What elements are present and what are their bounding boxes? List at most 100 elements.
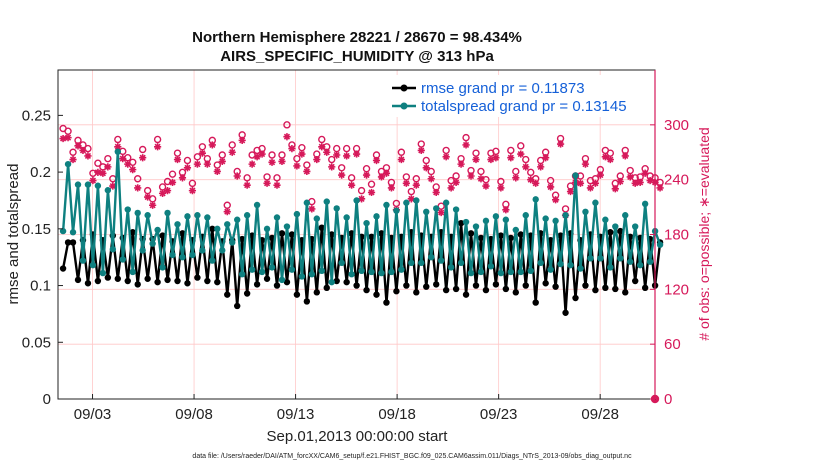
spread-point <box>612 223 619 230</box>
spread-point <box>79 257 87 264</box>
spread-point <box>328 278 335 286</box>
rmse-point <box>413 289 420 296</box>
obs-possible-point <box>94 159 102 167</box>
obs-evaluated-point <box>397 155 405 164</box>
obs-evaluated-point <box>124 160 132 168</box>
x-tick-label: 09/03 <box>74 406 112 423</box>
spread-point <box>99 269 107 277</box>
obs-evaluated-point <box>79 146 87 155</box>
obs-evaluated-point <box>168 178 177 187</box>
obs-evaluated-point <box>348 181 356 189</box>
spread-point <box>243 212 251 219</box>
spread-point <box>428 253 435 261</box>
spread-point <box>527 267 534 275</box>
obs-evaluated-point <box>243 181 251 189</box>
spread-point <box>184 213 191 220</box>
spread-point <box>303 199 311 206</box>
rmse-point <box>542 280 549 287</box>
obs-evaluated-point <box>527 176 535 184</box>
rmse-point <box>323 284 330 292</box>
obs-evaluated-point <box>114 143 122 151</box>
obs-evaluated-point <box>313 155 321 164</box>
obs-evaluated-point <box>248 160 256 168</box>
spread-point <box>627 258 634 265</box>
rmse-point <box>457 219 465 227</box>
obs-evaluated-point <box>606 155 614 164</box>
spread-point <box>433 205 440 212</box>
x-tick-label: 09/13 <box>277 406 315 423</box>
obs-evaluated-point <box>636 178 644 187</box>
spread-point <box>507 268 515 276</box>
spread-point <box>69 229 77 236</box>
rmse-point <box>64 239 72 246</box>
spread-point <box>129 268 136 276</box>
spread-point <box>159 264 166 271</box>
spread-point <box>248 266 256 273</box>
obs-possible-point <box>138 145 147 154</box>
spread-point <box>632 223 639 230</box>
obs-evaluated-point <box>268 158 276 166</box>
obs-evaluated-point <box>208 141 216 149</box>
obs-evaluated-point <box>238 136 246 144</box>
spread-point <box>398 266 405 273</box>
obs-evaluated-point <box>119 155 127 163</box>
rmse-point <box>243 290 251 297</box>
rmse-point <box>477 234 485 242</box>
obs-possible-point <box>243 174 251 182</box>
y-axis-ticks: 0 0.05 0.1 0.15 0.2 0.25 <box>22 107 63 408</box>
obs-possible-point <box>153 135 162 144</box>
spread-point <box>298 273 306 280</box>
spread-point <box>229 239 236 246</box>
obs-evaluated-point <box>134 184 142 192</box>
rmse-point <box>313 289 321 296</box>
rmse-point <box>293 291 301 298</box>
rmse-point <box>622 289 629 296</box>
obs-evaluated-point <box>278 157 286 165</box>
obs-possible-point <box>527 168 535 177</box>
spread-point <box>418 259 425 267</box>
obs-evaluated-point <box>566 187 575 196</box>
spread-point <box>139 247 146 254</box>
obs-possible-point <box>193 153 202 161</box>
spread-point <box>234 216 241 223</box>
obs-evaluated-point <box>362 171 371 179</box>
spread-point <box>348 271 355 278</box>
right-tick-label: 120 <box>664 281 689 298</box>
obs-possible-point <box>183 156 192 165</box>
spread-point <box>572 172 579 179</box>
obs-evaluated-point <box>492 154 500 162</box>
rmse-point <box>452 285 460 293</box>
obs-evaluated-point <box>154 143 162 151</box>
obs-evaluated-point <box>94 168 102 176</box>
obs-evaluated-point <box>173 155 182 164</box>
spread-point <box>338 259 345 267</box>
spread-point <box>84 181 92 188</box>
x-axis-label: Sep.01,2013 00:00:00 start <box>267 428 449 445</box>
spread-point <box>368 268 375 276</box>
spread-point <box>482 217 490 225</box>
spread-point <box>194 212 201 219</box>
obs-possible-point <box>293 154 301 163</box>
legend-spread-label: totalspread grand pr = 0.13145 <box>421 98 627 115</box>
obs-evaluated-point <box>601 153 609 161</box>
spread-point <box>308 271 316 278</box>
obs-evaluated-point <box>273 181 281 189</box>
obs-possible-point <box>422 156 430 165</box>
rmse-point <box>368 233 375 240</box>
spread-point <box>238 271 246 278</box>
obs-evaluated-point <box>303 167 311 176</box>
rmse-point <box>343 278 350 286</box>
rmse-point <box>522 282 529 289</box>
spread-point <box>393 207 400 214</box>
obs-evaluated-point <box>422 164 430 172</box>
rmse-point <box>318 224 325 231</box>
spread-point <box>646 258 654 265</box>
spread-point <box>149 240 156 247</box>
obs-evaluated-point <box>457 160 465 168</box>
obs-evaluated-point <box>596 171 604 179</box>
obs-evaluated-point <box>377 173 386 181</box>
x-tick-label: 09/28 <box>581 406 619 423</box>
obs-evaluated-point <box>228 148 236 156</box>
spread-point <box>557 260 564 268</box>
obs-evaluated-point <box>631 179 639 187</box>
